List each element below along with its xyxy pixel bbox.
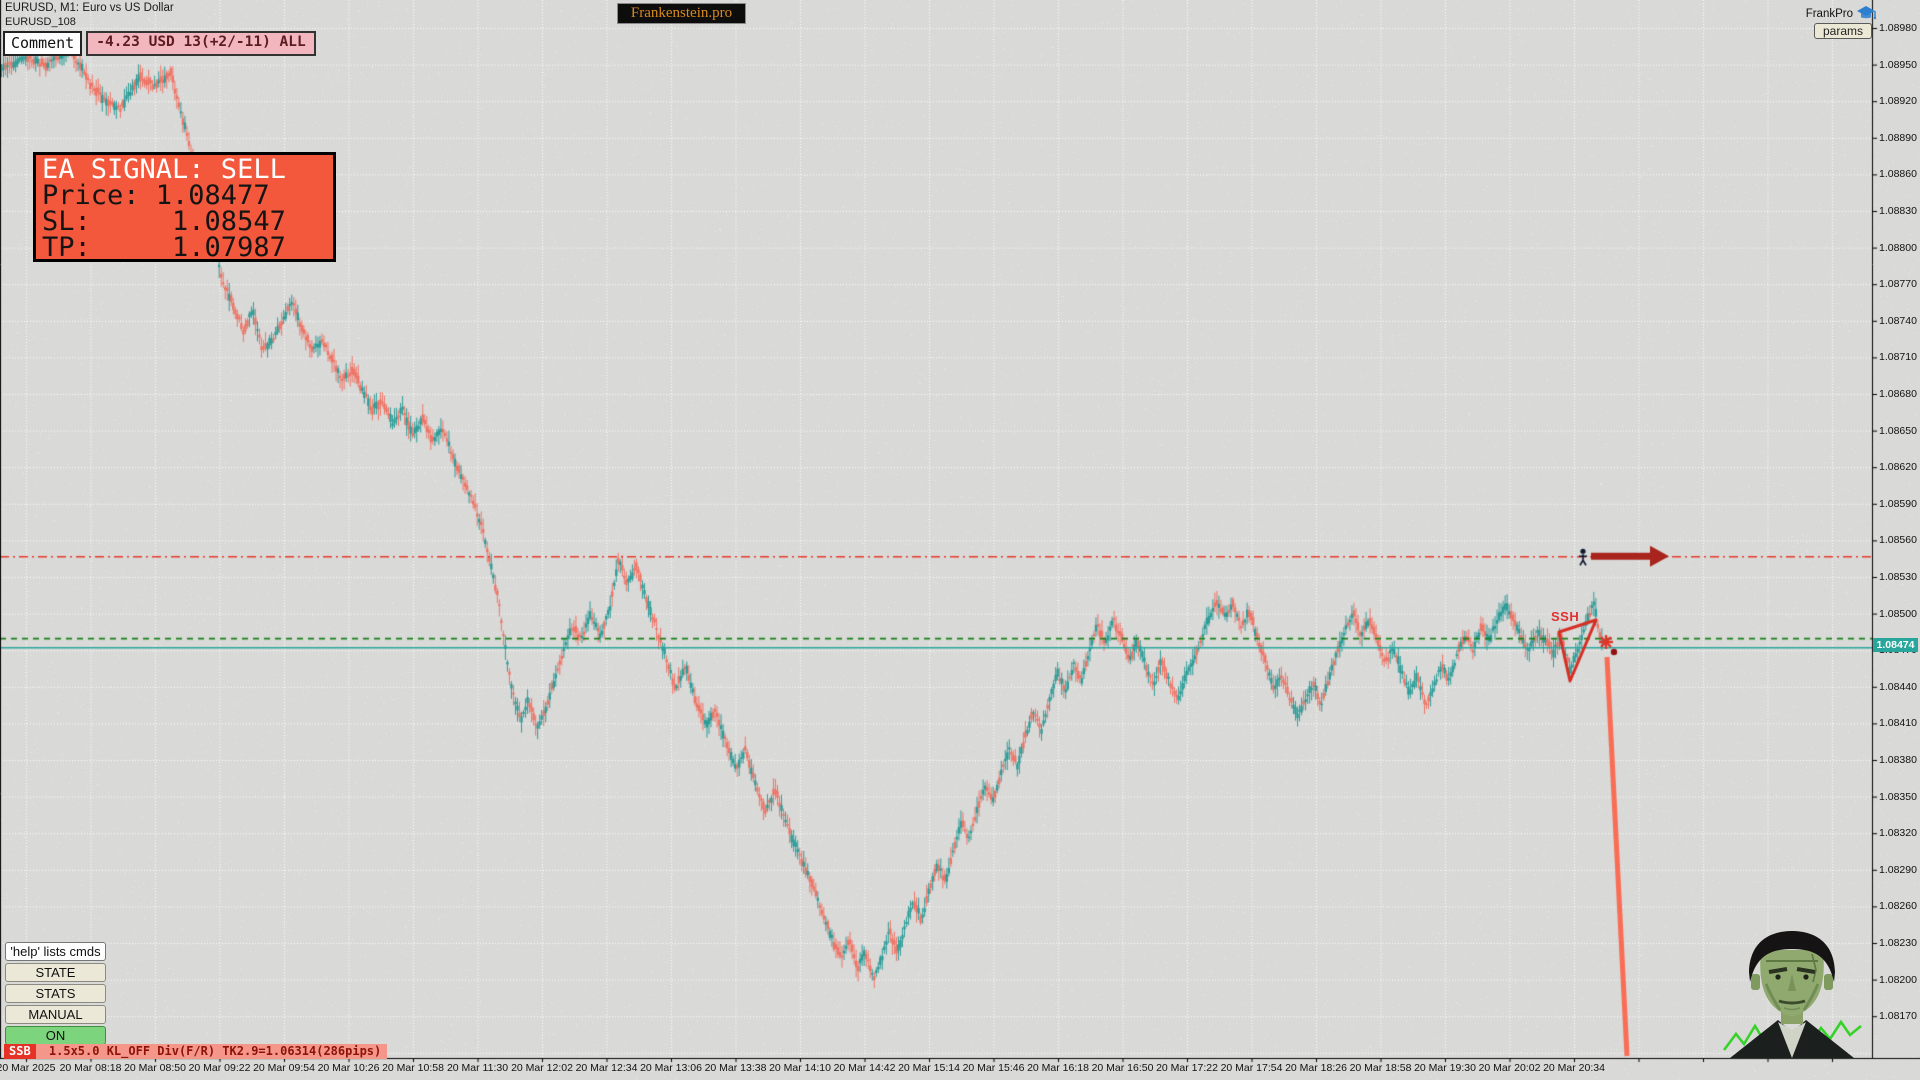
time-axis-label: 20 Mar 18:58 bbox=[1349, 1062, 1412, 1074]
price-axis-label: 1.08710 bbox=[1879, 351, 1917, 364]
price-axis-label: 1.08740 bbox=[1879, 314, 1917, 327]
time-axis-label: 20 Mar 2025 bbox=[0, 1062, 56, 1074]
ea-signal-title: EA SIGNAL: SELL bbox=[42, 154, 286, 185]
button-stats[interactable]: STATS bbox=[5, 984, 106, 1003]
comment-panel: Comment -4.23 USD 13(+2/-11) ALL bbox=[3, 31, 316, 56]
price-axis-label: 1.08980 bbox=[1879, 22, 1917, 34]
time-axis-label: 20 Mar 10:26 bbox=[317, 1062, 380, 1074]
price-axis-label: 1.08530 bbox=[1879, 571, 1917, 583]
frankenstein-mascot-image bbox=[1722, 931, 1862, 1058]
ea-signal-line-1: SL: 1.08547 bbox=[42, 206, 286, 237]
time-axis-label: 20 Mar 16:18 bbox=[1027, 1062, 1089, 1074]
time-axis-label: 20 Mar 11:30 bbox=[446, 1062, 509, 1074]
time-axis-label: 20 Mar 20:34 bbox=[1543, 1062, 1605, 1074]
price-axis-label: 1.08680 bbox=[1879, 388, 1917, 400]
price-axis-label: 1.08950 bbox=[1879, 58, 1917, 71]
price-axis-label: 1.08320 bbox=[1879, 827, 1917, 840]
price-axis-label: 1.08440 bbox=[1879, 680, 1917, 693]
price-axis-label: 1.08500 bbox=[1879, 607, 1917, 620]
ea-signal-line-0: Price: 1.08477 bbox=[42, 180, 270, 211]
price-axis-label: 1.08890 bbox=[1879, 131, 1917, 144]
button-manual[interactable]: MANUAL bbox=[5, 1005, 106, 1024]
account-name: FrankPro bbox=[1805, 8, 1853, 20]
current-price-badge: 1.08474 bbox=[1873, 638, 1918, 652]
time-axis-label: 20 Mar 14:42 bbox=[833, 1062, 896, 1074]
time-axis-label: 20 Mar 08:50 bbox=[124, 1062, 186, 1074]
price-axis-label: 1.08200 bbox=[1879, 973, 1917, 986]
price-axis-label: 1.08620 bbox=[1879, 461, 1917, 474]
time-axis-label: 20 Mar 15:46 bbox=[962, 1062, 1025, 1074]
indicator-label: EURUSD_108 bbox=[5, 16, 76, 28]
time-axis-label: 20 Mar 16:50 bbox=[1091, 1062, 1154, 1074]
price-axis-label: 1.08650 bbox=[1879, 424, 1917, 437]
brand-watermark: Frankenstein.pro bbox=[617, 3, 746, 24]
graduation-cap-icon bbox=[1857, 6, 1876, 20]
time-axis-label: 20 Mar 13:06 bbox=[640, 1062, 702, 1074]
price-axis-label: 1.08260 bbox=[1879, 900, 1917, 913]
price-axis-label: 1.08380 bbox=[1879, 754, 1917, 766]
price-axis-label: 1.08590 bbox=[1879, 497, 1917, 510]
price-axis-label: 1.08230 bbox=[1879, 937, 1917, 949]
button--help--lists-cmds[interactable]: 'help' lists cmds bbox=[5, 942, 106, 961]
time-axis-label: 20 Mar 12:34 bbox=[575, 1062, 638, 1074]
time-axis-label: 20 Mar 13:38 bbox=[704, 1062, 767, 1074]
time-axis-label: 20 Mar 20:02 bbox=[1478, 1062, 1541, 1074]
price-axis-label: 1.08560 bbox=[1879, 534, 1917, 547]
ssh-label: SSH bbox=[1551, 609, 1580, 624]
button-on[interactable]: ON bbox=[5, 1026, 106, 1045]
price-axis-label: 1.08860 bbox=[1879, 168, 1917, 181]
time-axis-label: 20 Mar 18:26 bbox=[1285, 1062, 1347, 1074]
status-text: 1.5x5.0 KL_OFF Div(F/R) TK2.9=1.06314(28… bbox=[35, 1044, 388, 1059]
ea-signal-panel: EA SIGNAL: SELL Price: 1.08477 SL: 1.0854… bbox=[33, 152, 336, 262]
ea-signal-lines: Price: 1.08477 SL: 1.08547 TP: 1.07987 bbox=[42, 180, 327, 262]
time-axis-label: 20 Mar 10:58 bbox=[382, 1062, 444, 1074]
price-axis-label: 1.08800 bbox=[1879, 241, 1917, 254]
ea-signal-line-2: TP: 1.07987 bbox=[42, 232, 286, 262]
time-axis-label: 20 Mar 12:02 bbox=[511, 1062, 573, 1074]
time-axis-label: 20 Mar 14:10 bbox=[769, 1062, 831, 1074]
time-axis-label: 20 Mar 19:30 bbox=[1414, 1062, 1476, 1074]
price-axis-label: 1.08350 bbox=[1879, 790, 1917, 803]
price-axis-label: 1.08170 bbox=[1879, 1010, 1917, 1023]
command-buttons: 'help' lists cmds STATE STATS MANUAL ON bbox=[5, 942, 106, 1045]
time-axis-label: 20 Mar 15:14 bbox=[898, 1062, 960, 1074]
button-state[interactable]: STATE bbox=[5, 963, 106, 982]
comment-label: Comment bbox=[3, 31, 83, 56]
price-axis-label: 1.08290 bbox=[1879, 863, 1917, 876]
status-bar: SSB 1.5x5.0 KL_OFF Div(F/R) TK2.9=1.0631… bbox=[4, 1044, 388, 1059]
time-axis-label: 20 Mar 08:18 bbox=[59, 1062, 122, 1074]
price-axis-label: 1.08830 bbox=[1879, 205, 1917, 217]
time-axis-label: 20 Mar 09:22 bbox=[188, 1062, 251, 1074]
price-axis-label: 1.08920 bbox=[1879, 95, 1917, 108]
price-axis-label: 1.08410 bbox=[1879, 717, 1917, 730]
comment-value: -4.23 USD 13(+2/-11) ALL bbox=[86, 31, 316, 56]
time-axis-label: 20 Mar 17:22 bbox=[1156, 1062, 1218, 1074]
symbol-header: EURUSD, M1: Euro vs US Dollar bbox=[5, 2, 174, 14]
status-badge: SSB bbox=[4, 1044, 36, 1059]
price-axis-label: 1.08770 bbox=[1879, 278, 1917, 291]
time-axis-label: 20 Mar 17:54 bbox=[1220, 1062, 1283, 1074]
time-axis-label: 20 Mar 09:54 bbox=[253, 1062, 315, 1074]
params-button[interactable]: params bbox=[1814, 23, 1872, 39]
